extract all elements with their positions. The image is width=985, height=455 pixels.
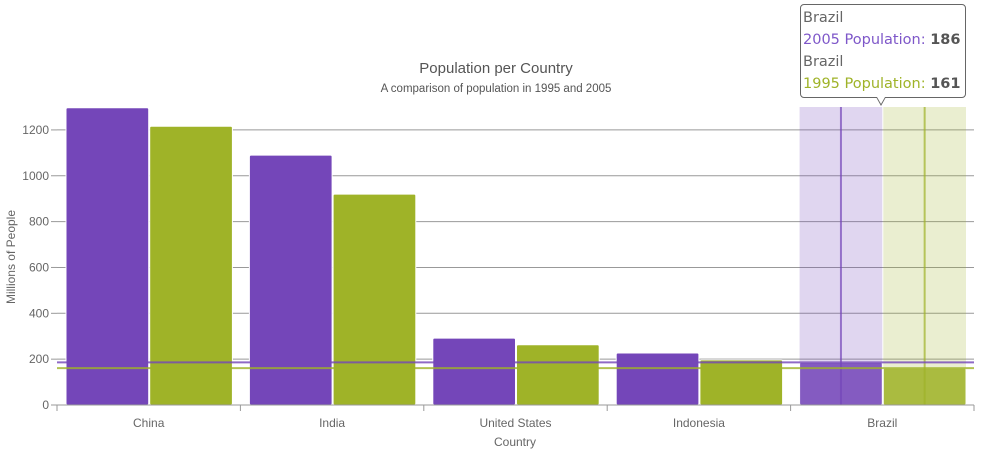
y-tick-label: 600	[29, 260, 49, 274]
tooltip-value-1: 186	[930, 32, 961, 48]
x-tick-label: India	[319, 416, 345, 430]
x-tick-label: China	[133, 416, 165, 430]
y-tick-label: 0	[42, 398, 49, 412]
tooltip-label-1: 2005 Population:	[803, 32, 926, 48]
x-tick-label: Indonesia	[673, 416, 725, 430]
y-tick-label: 1000	[22, 169, 49, 183]
chart-subtitle: A comparison of population in 1995 and 2…	[381, 83, 612, 95]
y-tick-label: 400	[29, 306, 49, 320]
chart-title: Population per Country	[419, 60, 573, 77]
bar-india-1	[332, 193, 417, 406]
bar-united-states-0	[432, 337, 516, 406]
y-tick-label: 1200	[22, 123, 49, 137]
bar-china-0	[65, 107, 150, 406]
bar-indonesia-1	[699, 359, 784, 406]
bar-united-states-1	[516, 344, 600, 406]
y-axis-title: Millions of People	[4, 210, 18, 304]
tooltip: Brazil 2005 Population: 186 Brazil 1995 …	[800, 4, 966, 106]
tooltip-category-2: Brazil	[803, 54, 844, 70]
tooltip-value-2: 161	[930, 76, 961, 92]
y-tick-label: 800	[29, 215, 49, 229]
y-tick-label: 200	[29, 352, 49, 366]
x-tick-label: Brazil	[867, 416, 897, 430]
x-axis-title: Country	[494, 435, 536, 449]
tooltip-category-1: Brazil	[803, 10, 844, 26]
tooltip-label-2: 1995 Population:	[803, 76, 926, 92]
bar-indonesia-0	[615, 352, 700, 406]
x-tick-label: United States	[479, 416, 551, 430]
